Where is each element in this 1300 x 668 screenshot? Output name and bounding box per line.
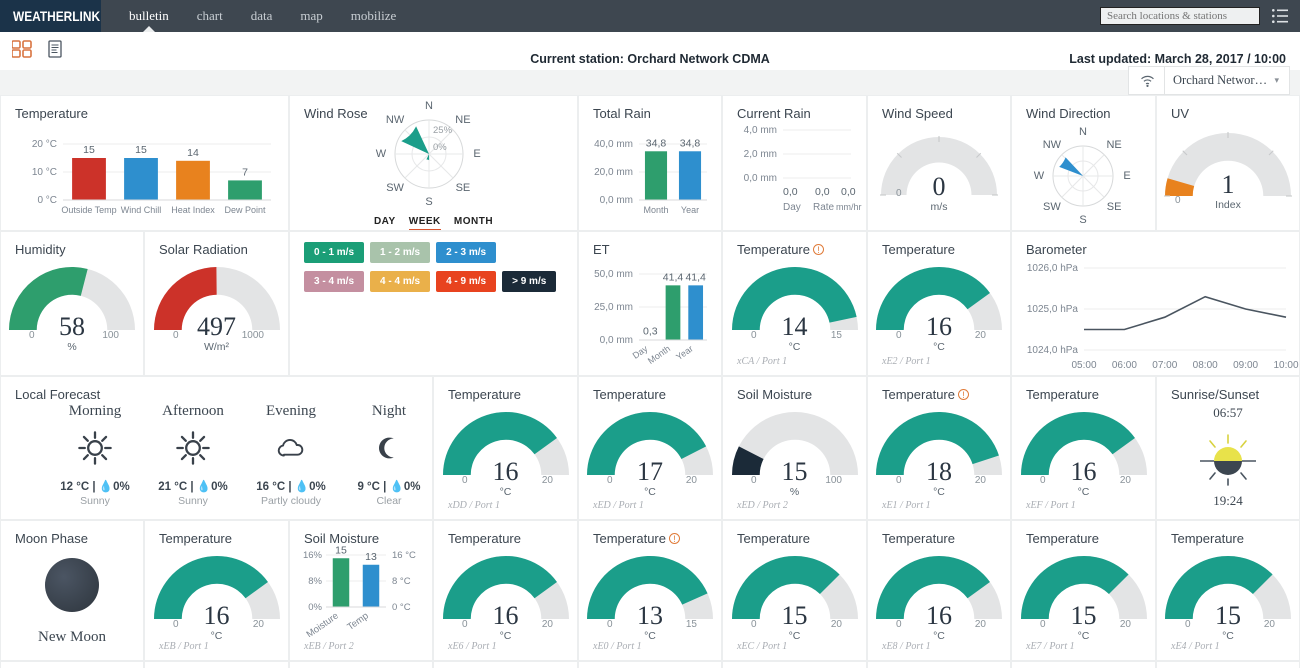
svg-text:Year: Year xyxy=(674,343,695,362)
svg-text:16%: 16% xyxy=(303,550,323,561)
svg-text:10 °C: 10 °C xyxy=(32,167,57,178)
svg-text:Dew Point: Dew Point xyxy=(224,205,266,215)
svg-text:41,4: 41,4 xyxy=(663,271,684,283)
svg-text:4,0 mm: 4,0 mm xyxy=(744,125,777,136)
svg-text:06:00: 06:00 xyxy=(1112,360,1137,371)
svg-text:E: E xyxy=(1123,170,1130,182)
svg-text:SE: SE xyxy=(456,182,471,194)
svg-text:0,0 mm: 0,0 mm xyxy=(600,335,633,346)
svg-text:NW: NW xyxy=(1043,139,1062,151)
svg-text:Moisture: Moisture xyxy=(305,610,341,637)
svg-text:8 °C: 8 °C xyxy=(392,576,411,587)
svg-text:1024,0 hPa: 1024,0 hPa xyxy=(1027,345,1079,356)
svg-text:Heat Index: Heat Index xyxy=(171,205,215,215)
svg-text:0%: 0% xyxy=(308,602,322,613)
svg-text:7: 7 xyxy=(242,166,248,178)
svg-text:E: E xyxy=(473,148,480,160)
svg-text:8%: 8% xyxy=(308,576,322,587)
svg-text:34,8: 34,8 xyxy=(646,137,667,149)
svg-text:N: N xyxy=(425,100,433,112)
svg-text:0,0 mm: 0,0 mm xyxy=(600,195,633,206)
svg-text:0,0 mm: 0,0 mm xyxy=(744,173,777,184)
svg-text:05:00: 05:00 xyxy=(1071,360,1096,371)
svg-text:0,3: 0,3 xyxy=(643,326,658,338)
svg-text:0 °C: 0 °C xyxy=(37,195,57,206)
svg-text:50,0 mm: 50,0 mm xyxy=(594,269,633,280)
svg-text:15: 15 xyxy=(135,144,147,156)
svg-text:1025,0 hPa: 1025,0 hPa xyxy=(1027,304,1079,315)
svg-text:Temp: Temp xyxy=(345,610,370,632)
svg-text:SE: SE xyxy=(1107,201,1122,213)
svg-text:Month: Month xyxy=(643,205,668,215)
svg-text:41,4: 41,4 xyxy=(685,271,706,283)
svg-text:Year: Year xyxy=(681,205,699,215)
svg-text:15: 15 xyxy=(335,544,347,556)
svg-text:25%: 25% xyxy=(433,125,453,136)
svg-text:NE: NE xyxy=(1106,139,1121,151)
svg-text:08:00: 08:00 xyxy=(1193,360,1218,371)
svg-text:13: 13 xyxy=(365,551,377,563)
svg-text:1026,0 hPa: 1026,0 hPa xyxy=(1027,263,1079,274)
svg-text:Outside Temp: Outside Temp xyxy=(61,205,116,215)
svg-text:0%: 0% xyxy=(433,142,447,153)
svg-text:15: 15 xyxy=(83,144,95,156)
svg-text:Month: Month xyxy=(646,343,672,366)
svg-text:20 °C: 20 °C xyxy=(32,139,57,150)
svg-text:S: S xyxy=(1079,214,1086,226)
svg-text:40,0 mm: 40,0 mm xyxy=(594,139,633,150)
svg-text:W: W xyxy=(376,148,387,160)
svg-text:NE: NE xyxy=(455,114,470,126)
svg-text:Wind Chill: Wind Chill xyxy=(121,205,162,215)
svg-text:16 °C: 16 °C xyxy=(392,550,416,561)
svg-text:07:00: 07:00 xyxy=(1152,360,1177,371)
svg-text:NW: NW xyxy=(386,114,405,126)
svg-text:W: W xyxy=(1034,170,1045,182)
svg-text:25,0 mm: 25,0 mm xyxy=(594,302,633,313)
svg-text:10:00: 10:00 xyxy=(1273,360,1298,371)
svg-text:20,0 mm: 20,0 mm xyxy=(594,167,633,178)
svg-text:09:00: 09:00 xyxy=(1233,360,1258,371)
svg-text:N: N xyxy=(1079,126,1087,138)
svg-text:0 °C: 0 °C xyxy=(392,602,411,613)
svg-text:S: S xyxy=(425,196,432,208)
svg-text:14: 14 xyxy=(187,147,199,159)
svg-text:SW: SW xyxy=(386,182,404,194)
svg-text:2,0 mm: 2,0 mm xyxy=(744,149,777,160)
svg-text:34,8: 34,8 xyxy=(680,137,701,149)
svg-text:SW: SW xyxy=(1043,201,1061,213)
